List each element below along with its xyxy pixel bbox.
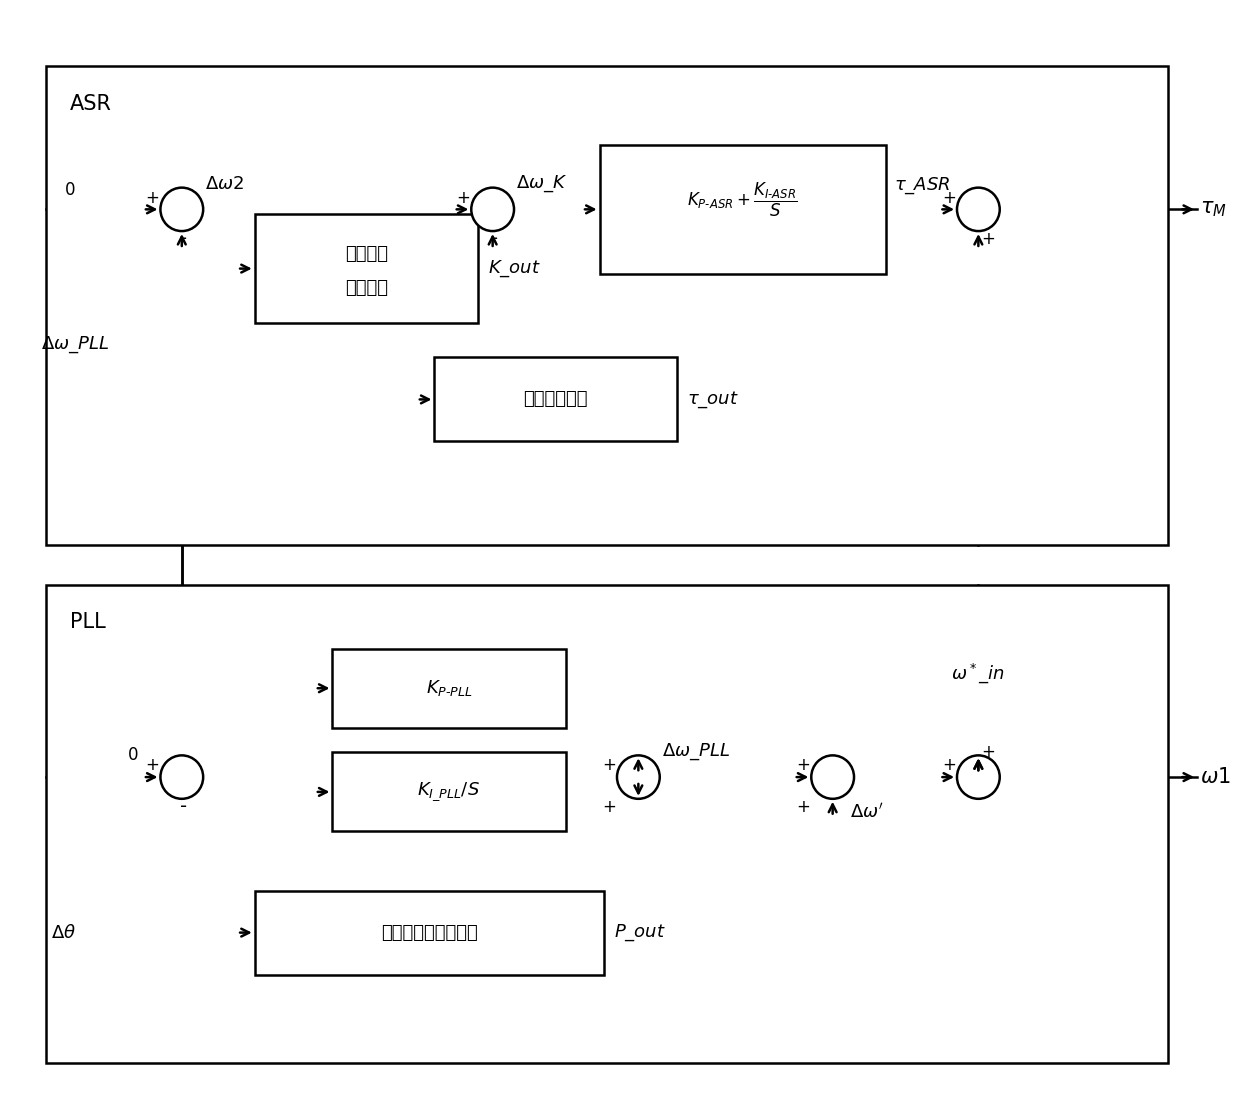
Bar bbox=[434, 358, 677, 441]
Text: $\Delta\omega'$: $\Delta\omega'$ bbox=[851, 802, 884, 822]
Text: +: + bbox=[796, 756, 811, 774]
Text: +: + bbox=[603, 756, 616, 774]
Text: -: - bbox=[491, 230, 498, 249]
Circle shape bbox=[957, 756, 999, 799]
Circle shape bbox=[811, 756, 854, 799]
Text: -: - bbox=[180, 230, 187, 249]
Text: $P\_out$: $P\_out$ bbox=[614, 922, 666, 943]
Bar bbox=[332, 649, 565, 728]
Text: +: + bbox=[796, 798, 811, 816]
Text: $\tau\_out$: $\tau\_out$ bbox=[687, 389, 739, 409]
Text: $K\_out$: $K\_out$ bbox=[487, 258, 541, 279]
Circle shape bbox=[160, 188, 203, 231]
Text: -: - bbox=[180, 798, 187, 816]
Text: ASR: ASR bbox=[71, 94, 112, 113]
Circle shape bbox=[160, 756, 203, 799]
Bar bbox=[599, 145, 887, 274]
Circle shape bbox=[618, 756, 660, 799]
Text: +: + bbox=[456, 188, 470, 207]
Text: $K_{P\text{-}PLL}$: $K_{P\text{-}PLL}$ bbox=[425, 679, 472, 699]
Circle shape bbox=[957, 188, 999, 231]
Text: $K_{P\text{-}ASR}+\dfrac{K_{I\text{-}ASR}}{S}$: $K_{P\text{-}ASR}+\dfrac{K_{I\text{-}ASR… bbox=[687, 180, 799, 219]
Text: +: + bbox=[942, 188, 956, 207]
Text: $\Delta\omega\_PLL$: $\Delta\omega\_PLL$ bbox=[41, 334, 109, 355]
Text: 提取算法: 提取算法 bbox=[345, 279, 388, 297]
Text: +: + bbox=[603, 798, 616, 816]
Text: +: + bbox=[942, 756, 956, 774]
Text: 0: 0 bbox=[64, 180, 76, 199]
Bar bbox=[332, 752, 565, 832]
Text: 0: 0 bbox=[128, 747, 139, 764]
Circle shape bbox=[471, 188, 515, 231]
Text: 速度波动: 速度波动 bbox=[345, 245, 388, 263]
Bar bbox=[254, 214, 479, 323]
Text: $\tau\_ASR$: $\tau\_ASR$ bbox=[894, 175, 950, 196]
Bar bbox=[46, 66, 1168, 546]
Text: +: + bbox=[146, 188, 160, 207]
Text: 力矩补偿算法: 力矩补偿算法 bbox=[523, 390, 588, 408]
Text: $\omega^*\_in$: $\omega^*\_in$ bbox=[951, 661, 1006, 685]
Text: $\Delta\omega2$: $\Delta\omega2$ bbox=[205, 175, 244, 192]
Text: $\omega1$: $\omega1$ bbox=[1200, 767, 1230, 788]
Text: $\Delta\theta$: $\Delta\theta$ bbox=[51, 924, 76, 942]
Text: $\tau_M$: $\tau_M$ bbox=[1200, 199, 1226, 219]
Text: $\Delta\omega\_K$: $\Delta\omega\_K$ bbox=[516, 174, 568, 194]
Text: $\Delta\omega\_PLL$: $\Delta\omega\_PLL$ bbox=[662, 741, 730, 761]
Text: +: + bbox=[981, 230, 994, 248]
Bar bbox=[254, 891, 604, 975]
Text: +: + bbox=[146, 756, 160, 774]
Text: 轴误差波动滤除算法: 轴误差波动滤除算法 bbox=[381, 924, 477, 942]
Text: PLL: PLL bbox=[71, 613, 105, 632]
Text: $K_{I\_PLL}/S$: $K_{I\_PLL}/S$ bbox=[418, 781, 480, 803]
Bar bbox=[46, 584, 1168, 1064]
Text: +: + bbox=[981, 744, 994, 761]
